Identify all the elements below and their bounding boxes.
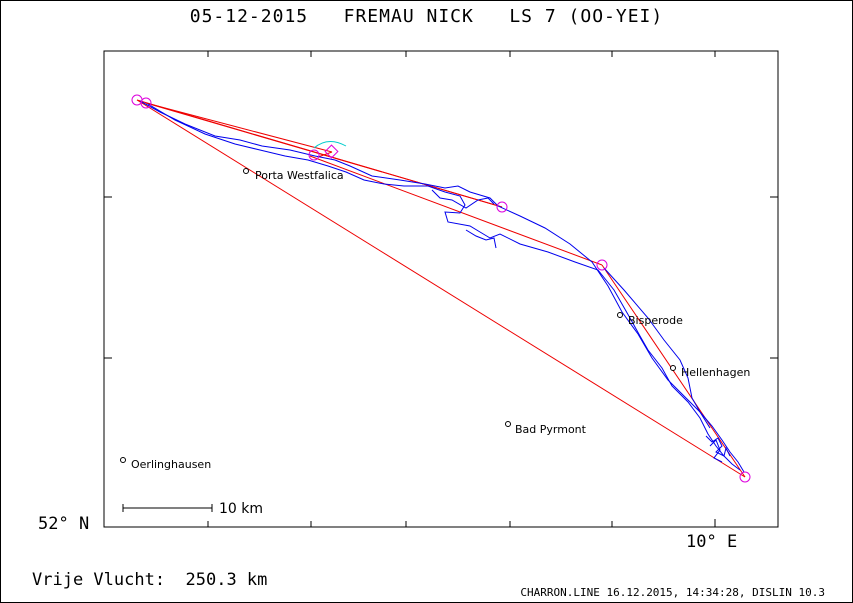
place-label: Porta Westfalica — [255, 169, 344, 182]
axis-ticks — [104, 51, 778, 527]
footer-info: CHARRON.LINE 16.12.2015, 14:34:28, DISLI… — [520, 586, 825, 599]
turnpoint-marker — [596, 259, 608, 271]
place-dot — [505, 421, 511, 427]
start-marker — [324, 144, 339, 159]
place-label: Oerlinghausen — [131, 458, 211, 471]
flight-track — [139, 100, 745, 473]
turnpoint-marker — [739, 471, 751, 483]
turnpoint-marker — [308, 149, 320, 161]
flight-title: 05-12-2015 FREMAU NICK LS 7 (OO-YEI) — [189, 6, 664, 27]
place-label: Bad Pyrmont — [515, 423, 587, 436]
scale-bar — [122, 504, 213, 512]
turnpoint-marker — [496, 201, 508, 213]
task-lines — [136, 99, 746, 478]
turnpoints — [131, 94, 751, 483]
scale-bar-label: 10 km — [219, 501, 263, 517]
place-dot — [670, 365, 676, 371]
place-label: Bisperode — [628, 314, 683, 327]
map-border — [103, 50, 779, 528]
place-markers: Porta Westfalica Bisperode Hellenhagen B… — [120, 168, 750, 471]
free-flight-distance: Vrije Vlucht: 250.3 km — [32, 570, 268, 590]
place-dot — [120, 457, 126, 463]
longitude-label: 10° E — [686, 532, 738, 552]
turnpoint-marker — [140, 97, 152, 109]
start-sector-arc — [313, 141, 347, 149]
place-dot — [617, 312, 623, 318]
latitude-label: 52° N — [38, 514, 90, 534]
place-label: Hellenhagen — [681, 366, 750, 379]
place-dot — [243, 168, 249, 174]
